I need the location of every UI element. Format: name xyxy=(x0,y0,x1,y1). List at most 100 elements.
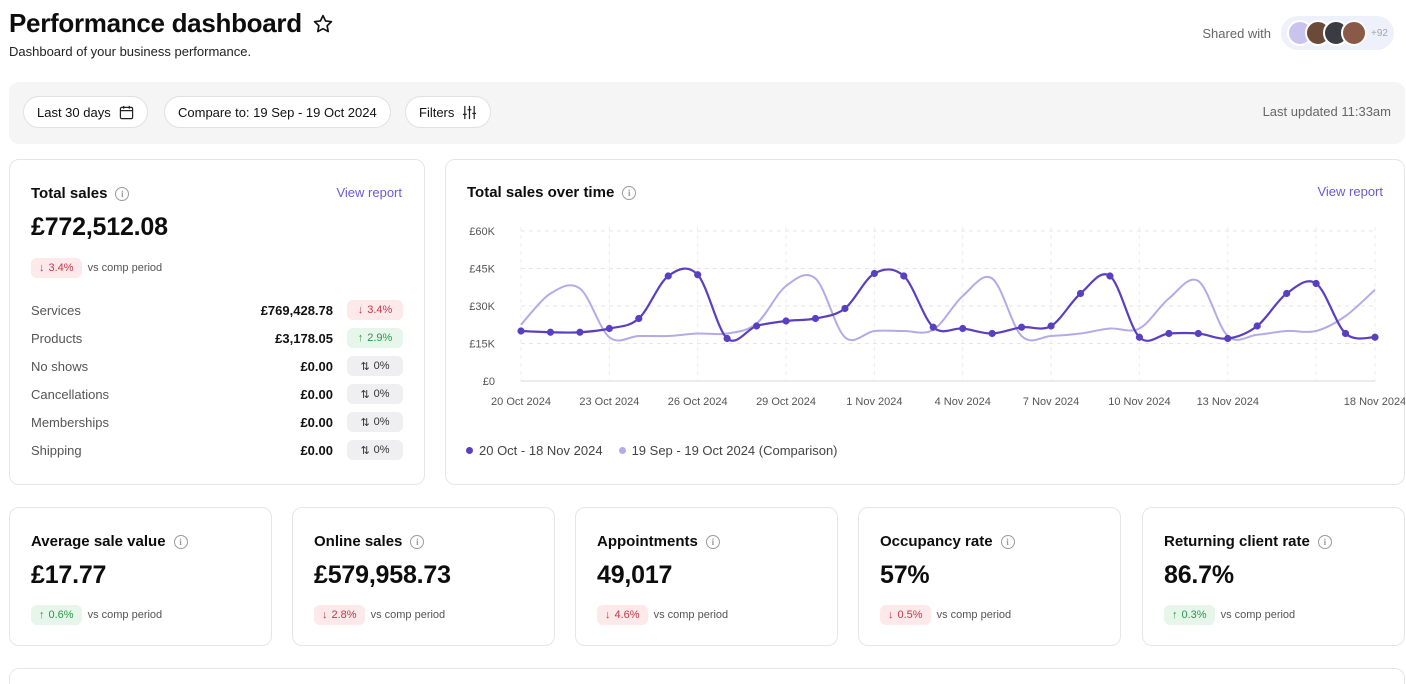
breakdown-value: £0.00 xyxy=(300,414,333,430)
breakdown-label: Cancellations xyxy=(31,386,110,402)
next-section-card xyxy=(9,668,1405,684)
arrow-down-icon: ↓ xyxy=(357,304,364,316)
info-icon[interactable] xyxy=(410,534,425,549)
data-point xyxy=(1076,289,1085,298)
metric-title-text: Online sales xyxy=(314,533,403,550)
sales-line-chart: £60K £45K £30K £15K £0 20 Oct 2024 23 Oct 2024… xyxy=(469,226,1405,408)
vs-comp-label: vs comp period xyxy=(370,609,446,621)
arrows-up-down-icon: ⇅ xyxy=(360,360,370,373)
change-badge: ↑ 0.3% xyxy=(1164,605,1215,625)
metric-value: £17.77 xyxy=(31,561,107,589)
page-title-text: Performance dashboard xyxy=(9,8,302,38)
avatar xyxy=(1341,20,1368,46)
change-badge-text: 0.3% xyxy=(1181,609,1207,621)
y-tick-label: £45K xyxy=(469,264,495,276)
data-point xyxy=(1283,289,1291,298)
arrow-up-icon: ↑ xyxy=(39,609,45,621)
arrow-down-icon: ↓ xyxy=(322,609,328,621)
legend-item-comparison[interactable]: 19 Sep - 19 Oct 2024 (Comparison) xyxy=(618,443,838,458)
data-point xyxy=(1194,329,1202,338)
change-badge-text: 2.8% xyxy=(331,609,357,621)
data-point xyxy=(1312,279,1320,288)
total-sales-view-report-link[interactable]: View report xyxy=(336,185,402,200)
info-icon[interactable] xyxy=(115,186,130,201)
legend-item-current[interactable]: 20 Oct - 18 Nov 2024 xyxy=(466,443,603,458)
vs-comp-label: vs comp period xyxy=(936,609,1012,621)
change-badge-text: 0% xyxy=(373,388,390,400)
filters-label: Filters xyxy=(419,104,455,120)
total-sales-value: £772,512.08 xyxy=(31,213,168,241)
y-tick-label: £0 xyxy=(483,376,495,388)
x-tick-label: 29 Oct 2024 xyxy=(756,396,816,408)
data-point xyxy=(841,304,849,313)
metric-value: 86.7% xyxy=(1164,561,1234,589)
info-icon[interactable] xyxy=(705,534,720,549)
arrow-down-icon: ↓ xyxy=(605,609,611,621)
arrows-up-down-icon: ⇅ xyxy=(360,444,370,457)
info-icon[interactable] xyxy=(173,534,188,549)
sliders-icon xyxy=(463,105,477,119)
data-point xyxy=(988,329,996,338)
change-badge-text: 3.4% xyxy=(48,262,74,274)
sales-over-time-title-text: Total sales over time xyxy=(467,184,615,201)
avatar-group[interactable]: +92 xyxy=(1281,16,1394,50)
data-point xyxy=(1135,333,1144,341)
compare-period-button[interactable]: Compare to: 19 Sep - 19 Oct 2024 xyxy=(164,96,391,128)
metric-title: Appointments xyxy=(597,533,720,550)
change-badge: ↓ 2.8% xyxy=(314,605,365,625)
data-point xyxy=(1165,329,1173,338)
info-icon[interactable] xyxy=(1317,534,1332,549)
x-tick-label: 20 Oct 2024 xyxy=(491,396,551,408)
metric-card-appointments: Appointments 49,017 ↓4.6% vs comp period xyxy=(575,507,838,646)
metric-value: 57% xyxy=(880,561,930,589)
data-point xyxy=(1106,272,1114,280)
data-point xyxy=(929,323,937,331)
metric-card-occupancy-rate: Occupancy rate 57% ↓0.5% vs comp period xyxy=(858,507,1121,646)
data-point xyxy=(900,272,908,280)
shared-with-label: Shared with xyxy=(1202,25,1272,41)
sales-chart-view-report-link[interactable]: View report xyxy=(1317,184,1383,199)
data-point xyxy=(694,271,702,279)
filters-button[interactable]: Filters xyxy=(405,96,492,128)
data-point xyxy=(664,272,672,280)
legend-swatch-comparison xyxy=(618,447,626,454)
sales-over-time-title: Total sales over time xyxy=(467,184,637,201)
change-badge-text: 2.9% xyxy=(367,332,393,344)
filter-toolbar: Last 30 days Compare to: 19 Sep - 19 Oct… xyxy=(9,82,1405,144)
page-title: Performance dashboard xyxy=(9,8,334,39)
total-sales-title: Total sales xyxy=(31,185,130,202)
data-point xyxy=(959,324,967,333)
legend-label-current: 20 Oct - 18 Nov 2024 xyxy=(479,443,603,458)
metric-title-text: Occupancy rate xyxy=(880,533,993,550)
x-tick-label: 1 Nov 2024 xyxy=(846,396,902,408)
x-tick-label: 23 Oct 2024 xyxy=(579,396,639,408)
data-point xyxy=(870,269,878,278)
breakdown-value: £0.00 xyxy=(300,386,333,402)
change-badge: ↓ 3.4% xyxy=(31,258,82,278)
metric-comparison: ↑ 0.3% vs comp period xyxy=(1164,605,1295,625)
arrows-up-down-icon: ⇅ xyxy=(360,388,370,401)
last-updated: Last updated 11:33am xyxy=(1262,104,1391,119)
metric-card-returning-client-rate: Returning client rate 86.7% ↑0.3% vs com… xyxy=(1142,507,1405,646)
breakdown-row-no-shows: No shows £0.00 ⇅ 0% xyxy=(31,356,403,376)
metric-title: Returning client rate xyxy=(1164,533,1332,550)
arrow-down-icon: ↓ xyxy=(888,609,894,621)
star-icon[interactable] xyxy=(312,13,334,35)
info-icon[interactable] xyxy=(622,185,637,200)
metric-title: Occupancy rate xyxy=(880,533,1015,550)
metric-card-online-sales: Online sales £579,958.73 ↓2.8% vs comp p… xyxy=(292,507,555,646)
change-badge-text: 4.6% xyxy=(614,609,640,621)
change-badge: ↑ 0.6% xyxy=(31,605,82,625)
metric-comparison: ↓ 4.6% vs comp period xyxy=(597,605,728,625)
metric-title: Online sales xyxy=(314,533,425,550)
change-badge-text: 3.4% xyxy=(367,304,393,316)
date-range-button[interactable]: Last 30 days xyxy=(23,96,148,128)
shared-with: Shared with +92 xyxy=(1202,16,1394,50)
info-icon[interactable] xyxy=(1000,534,1015,549)
arrows-up-down-icon: ⇅ xyxy=(360,416,370,429)
metric-title: Average sale value xyxy=(31,533,188,550)
metric-value: 49,017 xyxy=(597,561,673,589)
x-tick-label: 10 Nov 2024 xyxy=(1108,396,1170,408)
change-badge: ↓ 4.6% xyxy=(597,605,648,625)
change-badge: ⇅ 0% xyxy=(347,440,403,460)
